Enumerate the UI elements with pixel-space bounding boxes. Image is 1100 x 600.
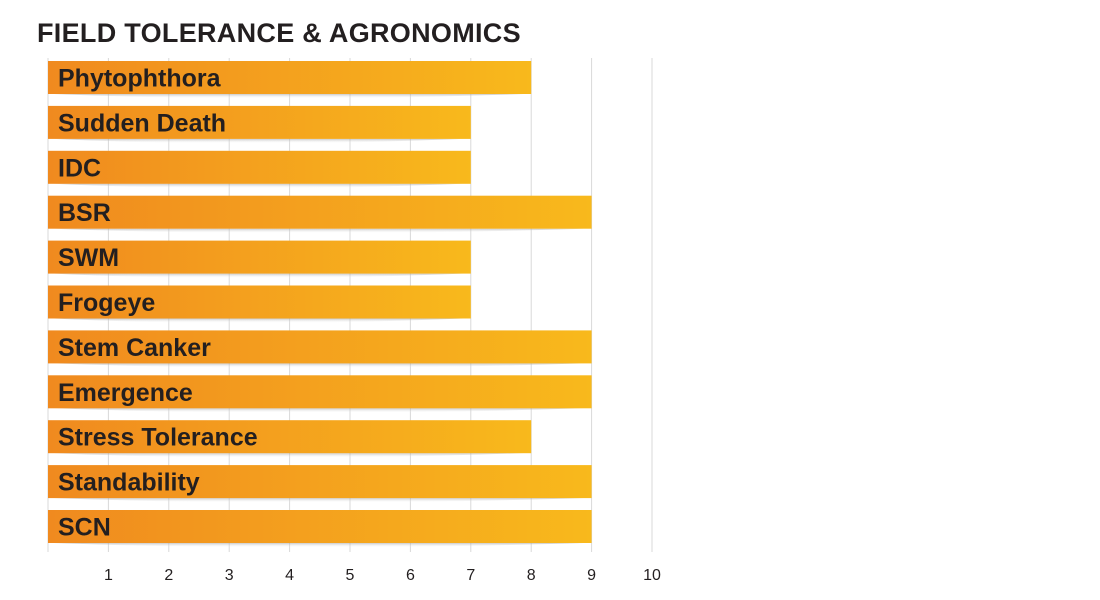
bar-shadow	[54, 453, 524, 458]
bar-shadow	[54, 273, 463, 279]
bar-shadow	[54, 543, 584, 548]
bar-group-1: Sudden Death	[48, 105, 471, 144]
bar	[48, 375, 592, 409]
bar	[48, 61, 532, 94]
bar	[48, 150, 471, 184]
bar-label: Phytophthora	[58, 65, 222, 93]
bar	[48, 330, 592, 364]
bar-shadow	[54, 363, 584, 368]
x-tick-label-9: 9	[587, 567, 596, 584]
bar-shadow	[54, 228, 584, 234]
bar-label: SWM	[58, 244, 119, 272]
bar-shadow	[54, 183, 463, 189]
bar-label: Stress Tolerance	[58, 424, 258, 452]
bar-shadow	[54, 94, 524, 99]
x-tick-label-7: 7	[466, 567, 475, 584]
bar-group-10: SCN	[48, 510, 592, 548]
bar-group-0: Phytophthora	[48, 61, 532, 99]
x-axis-ticks: 1 2 3 4 5 6 7 8 9 10	[104, 567, 661, 584]
bar	[48, 195, 592, 229]
x-tick-label-5: 5	[346, 567, 355, 584]
bar-label: Stem Canker	[58, 334, 211, 362]
x-tick-label-10: 10	[643, 567, 661, 584]
x-tick-label-4: 4	[285, 567, 294, 584]
bars: Phytophthora Sudden Death IDC BSR SWM Frogeye…	[48, 61, 592, 548]
x-tick-label-8: 8	[527, 567, 536, 584]
bar	[48, 465, 592, 499]
bar-label: SCN	[58, 514, 111, 542]
bar-group-3: BSR	[48, 195, 592, 234]
x-tick-label-2: 2	[164, 567, 173, 584]
bar-label: Frogeye	[58, 289, 155, 317]
bar-group-5: Frogeye	[48, 285, 471, 323]
bar-shadow	[54, 408, 584, 413]
bar	[48, 240, 471, 274]
bar	[48, 510, 592, 543]
x-tick-label-3: 3	[225, 567, 234, 584]
bar-label: IDC	[58, 154, 101, 182]
bar-group-9: Standability	[48, 465, 592, 503]
bar-shadow	[54, 498, 584, 503]
x-tick-label-6: 6	[406, 567, 415, 584]
bar-group-6: Stem Canker	[48, 330, 592, 368]
bar-label: Sudden Death	[58, 109, 226, 137]
bar	[48, 420, 532, 454]
chart-title: FIELD TOLERANCE & AGRONOMICS	[37, 18, 521, 48]
bar	[48, 285, 471, 319]
bar	[48, 105, 471, 139]
bar-group-2: IDC	[48, 150, 471, 189]
bar-label: BSR	[58, 199, 111, 227]
bar-group-7: Emergence	[48, 375, 592, 413]
x-tick-label-1: 1	[104, 567, 113, 584]
bar-label: Standability	[58, 469, 200, 497]
bar-group-8: Stress Tolerance	[48, 420, 532, 458]
bar-shadow	[54, 138, 463, 144]
bar-label: Emergence	[58, 379, 193, 407]
bar-group-4: SWM	[48, 240, 471, 279]
bar-shadow	[54, 318, 463, 323]
